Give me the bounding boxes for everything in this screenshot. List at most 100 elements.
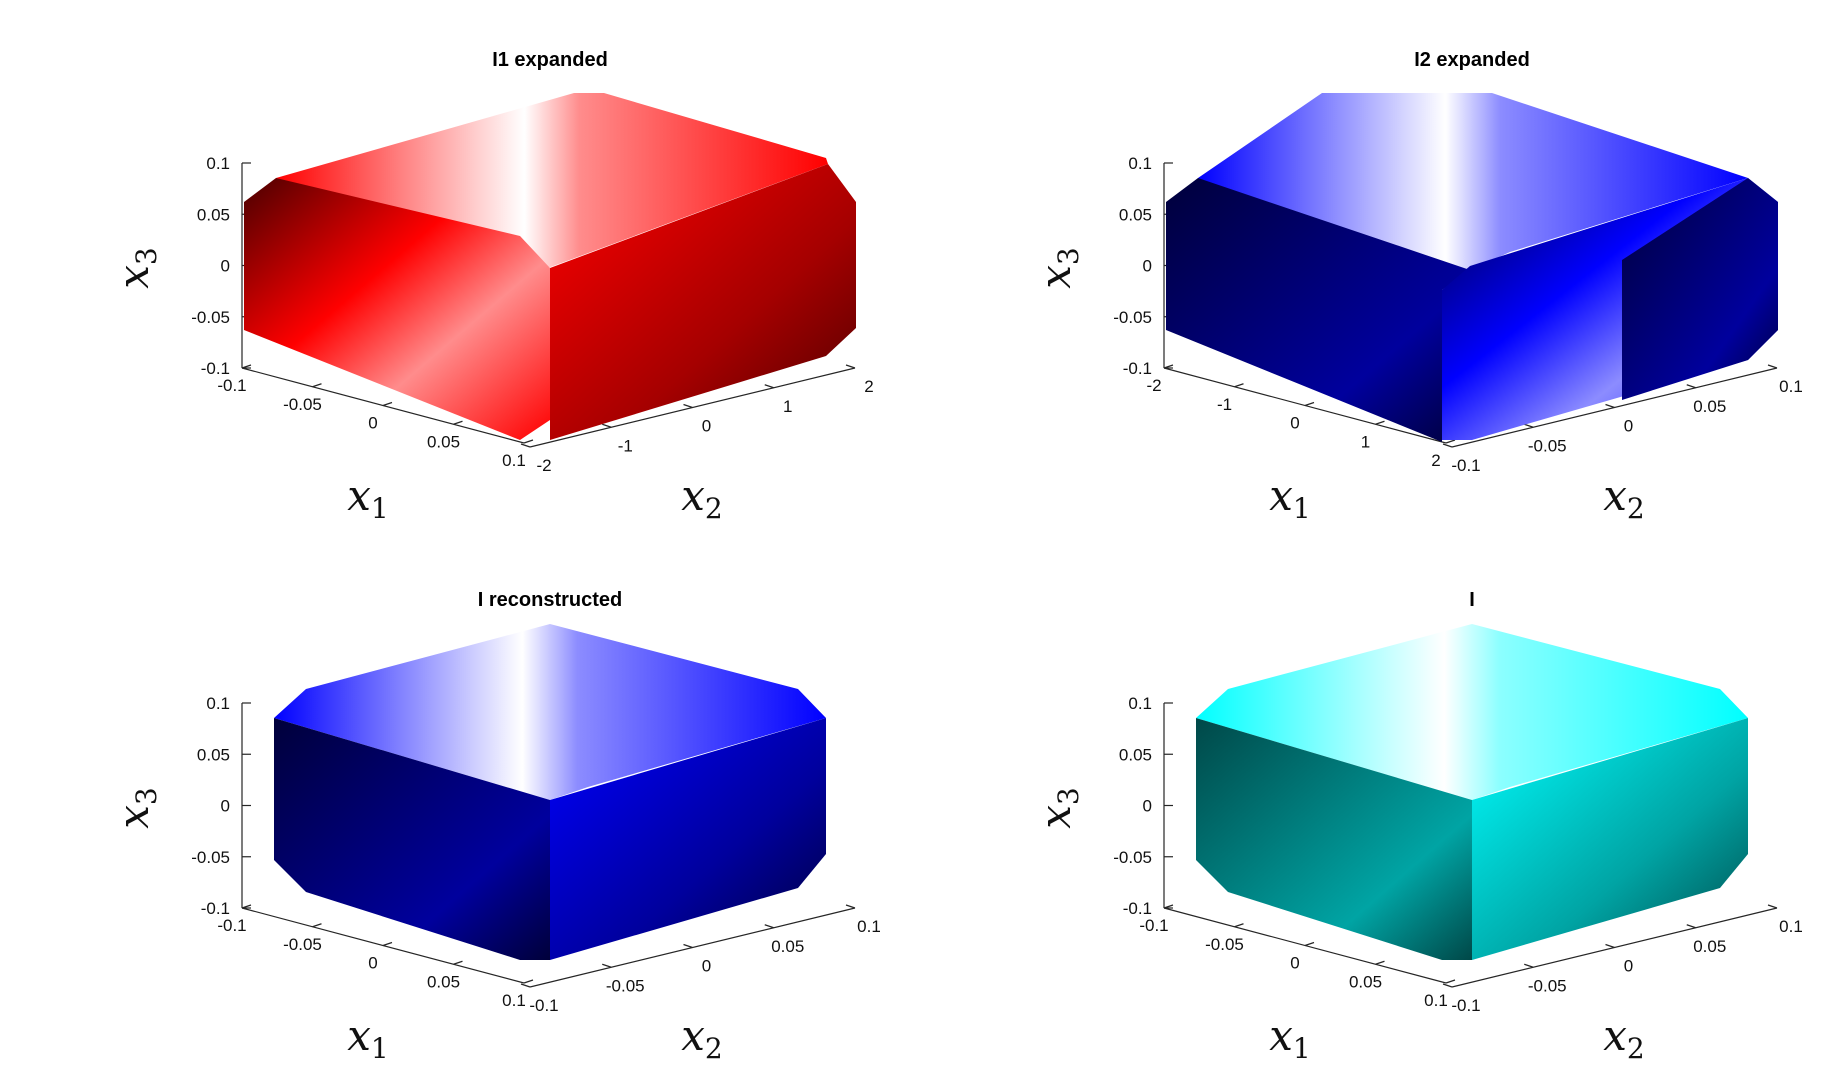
- x-tick-mark: [1375, 420, 1385, 425]
- x-tick-mark: [1304, 401, 1315, 407]
- y-tick-mark: [683, 943, 693, 949]
- x-tick-label: -0.1: [217, 376, 246, 395]
- x-tick-mark: [1445, 439, 1456, 444]
- surface-top-face: [276, 93, 828, 268]
- y-tick-label: 0: [702, 417, 711, 436]
- x-tick-mark: [241, 364, 252, 369]
- z-tick-label: 0: [221, 257, 230, 276]
- y-tick-mark: [845, 364, 856, 369]
- plot-canvas: 0.1 0.05 0 -0.05 -0.1-0.1 -0.05 0 0.05 0.1 -2 -1 0 1…: [109, 49, 874, 525]
- x-axis-label-subscript: 1: [371, 1032, 389, 1065]
- y-tick-mark: [1442, 443, 1453, 448]
- z-tick-label: 0: [221, 797, 230, 816]
- x-tick-label: 0.1: [502, 991, 526, 1010]
- surface: [274, 624, 826, 960]
- y-tick-mark: [602, 963, 612, 968]
- x-tick-mark: [1234, 383, 1244, 388]
- y-tick-label: -0.05: [1528, 436, 1567, 455]
- z-tick-label: -0.1: [1123, 359, 1152, 378]
- y-axis-label-subscript: 2: [1627, 492, 1645, 525]
- x-tick-label: 0: [1290, 414, 1299, 433]
- surface-end-shadow: [1622, 178, 1778, 400]
- subplot-i2-expanded: 0.1 0.05 0 -0.05 -0.1 -2 -1 0 1 2 -0.1 -0.05 0 0.05 0.…: [922, 0, 1844, 540]
- x-axis-label-subscript: 1: [1293, 1032, 1311, 1065]
- z-axis-label: x3: [1031, 247, 1085, 289]
- surface-side-face: [550, 164, 856, 440]
- surface-top-face: [1196, 624, 1748, 800]
- surface-right-face: [1472, 718, 1748, 960]
- y-tick-mark: [1605, 943, 1615, 949]
- x-tick-label: 0.05: [427, 432, 460, 451]
- x-tick-label: 2: [1431, 451, 1440, 470]
- y-tick-mark: [845, 904, 856, 909]
- y-axis-label-subscript: 2: [705, 1032, 723, 1065]
- z-tick-label: -0.05: [1113, 848, 1152, 867]
- y-tick-mark: [1767, 364, 1778, 369]
- y-tick-label: 0: [1624, 417, 1633, 436]
- y-tick-label: 0: [1624, 957, 1633, 976]
- y-tick-mark: [1686, 924, 1696, 929]
- subplot-i1-expanded: 0.1 0.05 0 -0.05 -0.1 -0.1 -0.05 0 0.05 0.1 -2 -1 0 1…: [0, 0, 922, 540]
- y-axis-label: x2: [1603, 471, 1645, 525]
- y-tick-label: 0.1: [1779, 917, 1803, 936]
- y-tick-label: 0.05: [1693, 397, 1726, 416]
- z-axis-label-main: x: [1031, 265, 1080, 289]
- z-tick-label: -0.1: [201, 899, 230, 918]
- y-tick-mark: [683, 403, 693, 409]
- surface: [1196, 624, 1748, 960]
- surface: [244, 93, 856, 440]
- x-tick-mark: [312, 383, 322, 388]
- x-tick-label: -0.05: [283, 395, 322, 414]
- x-tick-label: 0.05: [427, 972, 460, 991]
- x-tick-label: 0: [1290, 954, 1299, 973]
- surface-end-cap: [244, 178, 550, 440]
- y-tick-mark: [602, 423, 612, 428]
- x-axis-label: x1: [347, 1011, 389, 1065]
- x-tick-label: -2: [1146, 376, 1161, 395]
- y-tick-mark: [1442, 983, 1453, 988]
- x-tick-label: -0.05: [1205, 935, 1244, 954]
- x-tick-label: 0: [368, 954, 377, 973]
- y-tick-label: -0.05: [1528, 976, 1567, 995]
- z-axis-label-main: x: [109, 265, 158, 289]
- x-tick-label: 0.05: [1349, 972, 1382, 991]
- z-tick-label: -0.1: [201, 359, 230, 378]
- z-tick-label: -0.1: [1123, 899, 1152, 918]
- surface-right-face: [550, 718, 826, 960]
- y-axis-label-main: x: [1603, 471, 1627, 520]
- x-tick-mark: [1304, 941, 1315, 947]
- y-tick-label: 0: [702, 957, 711, 976]
- z-tick-label: 0.05: [1119, 745, 1152, 764]
- x-tick-mark: [312, 923, 322, 928]
- z-tick-label: 0: [1143, 257, 1152, 276]
- y-tick-mark: [764, 924, 774, 929]
- x-tick-mark: [1445, 979, 1456, 984]
- x-tick-mark: [523, 439, 534, 444]
- y-tick-label: 0.05: [1693, 937, 1726, 956]
- x-axis-label-main: x: [347, 1011, 371, 1060]
- x-tick-mark: [523, 979, 534, 984]
- y-tick-mark: [1524, 423, 1534, 428]
- y-axis-label-main: x: [681, 1011, 705, 1060]
- y-tick-mark: [520, 443, 531, 448]
- y-axis-label-main: x: [681, 471, 705, 520]
- subplot-i: 0.1 0.05 0 -0.05 -0.1 -0.1 -0.05 0 0.05 0.1 -0.1 -0…: [922, 540, 1844, 1080]
- z-axis-label-subscript: 3: [1052, 787, 1085, 805]
- x-axis-label: x1: [347, 471, 389, 525]
- z-tick-label: 0.05: [1119, 205, 1152, 224]
- y-tick-label: -2: [536, 456, 551, 475]
- z-tick-label: 0.05: [197, 745, 230, 764]
- z-axis-label-main: x: [1031, 805, 1080, 829]
- x-tick-label: 1: [1361, 432, 1370, 451]
- x-axis-label-subscript: 1: [371, 492, 389, 525]
- subplot-i-reconstructed: 0.1 0.05 0 -0.05 -0.1 -0.1 -0.05 0 0.05 0.1 -0.1 -0…: [0, 540, 922, 1080]
- x-tick-mark: [1163, 364, 1174, 369]
- y-tick-label: -0.1: [529, 996, 558, 1015]
- y-tick-mark: [520, 983, 531, 988]
- z-axis-label-subscript: 3: [130, 247, 163, 265]
